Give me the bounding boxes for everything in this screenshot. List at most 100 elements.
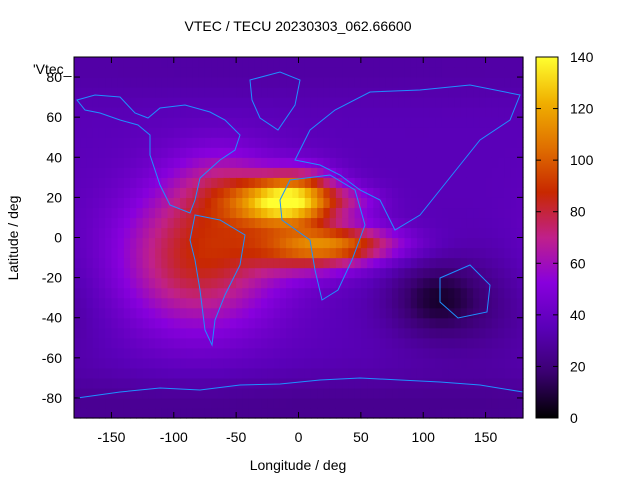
heatmap-cell	[485, 357, 493, 369]
heatmap-cell	[398, 147, 406, 158]
heatmap-cell	[192, 237, 200, 249]
heatmap-cell	[360, 317, 368, 329]
heatmap-cell	[435, 357, 443, 369]
coastlines	[76, 71, 524, 399]
heatmap-cell	[92, 187, 100, 198]
heatmap-cell	[342, 217, 349, 229]
heatmap-cell	[516, 337, 524, 349]
heatmap-cell	[335, 257, 343, 269]
heatmap-cell	[261, 177, 268, 188]
heatmap-cell	[123, 277, 131, 289]
heatmap-cell	[161, 387, 169, 399]
heatmap-cell	[473, 137, 480, 148]
heatmap-cell	[254, 327, 262, 339]
heatmap-cell	[310, 327, 318, 339]
heatmap-cell	[354, 397, 362, 409]
heatmap-cell	[516, 277, 524, 289]
heatmap-cell	[392, 357, 399, 369]
heatmap-cell	[111, 387, 119, 399]
heatmap-cell	[435, 377, 443, 389]
heatmap-cell	[304, 137, 312, 148]
heatmap-cell	[392, 57, 399, 68]
heatmap-cell	[292, 197, 300, 209]
heatmap-cell	[410, 177, 418, 188]
heatmap-cell	[466, 197, 474, 209]
heatmap-cell	[217, 317, 225, 329]
heatmap-cell	[273, 407, 281, 419]
heatmap-cell	[155, 57, 162, 68]
heatmap-cell	[217, 227, 225, 239]
heatmap-cell	[429, 347, 437, 359]
heatmap-cell	[286, 357, 293, 369]
heatmap-cell	[223, 187, 231, 198]
heatmap-cell	[80, 367, 88, 379]
heatmap-cell	[441, 87, 449, 98]
heatmap-cell	[173, 87, 181, 98]
heatmap-cell	[466, 367, 474, 379]
heatmap-cell	[223, 147, 231, 158]
heatmap-cell	[485, 317, 493, 329]
heatmap-cell	[398, 367, 406, 379]
heatmap-cell	[317, 307, 325, 319]
heatmap-cell	[117, 297, 125, 309]
colorbar-tick-label: 140	[570, 49, 594, 65]
heatmap-cell	[130, 387, 137, 399]
heatmap-cell	[123, 377, 131, 389]
heatmap-cell	[342, 237, 349, 249]
heatmap-cell	[460, 87, 468, 98]
heatmap-cell	[74, 77, 81, 88]
heatmap-cell	[261, 117, 268, 128]
heatmap-cell	[435, 347, 443, 359]
heatmap-cell	[155, 397, 162, 409]
heatmap-cell	[155, 227, 162, 239]
heatmap-cell	[310, 67, 318, 78]
heatmap-cell	[510, 267, 518, 279]
heatmap-cell	[404, 67, 412, 78]
heatmap-cell	[286, 147, 293, 158]
heatmap-cell	[286, 207, 293, 219]
heatmap-cell	[329, 117, 337, 128]
heatmap-cell	[254, 227, 262, 239]
heatmap-cell	[491, 327, 499, 339]
heatmap-cell	[217, 207, 225, 219]
heatmap-cell	[510, 227, 518, 239]
heatmap-cell	[304, 237, 312, 249]
heatmap-cell	[248, 337, 256, 349]
heatmap-cell	[335, 77, 343, 88]
heatmap-cell	[248, 357, 256, 369]
heatmap-cell	[348, 317, 356, 329]
heatmap-cell	[223, 227, 231, 239]
heatmap-cell	[448, 257, 456, 269]
heatmap-cell	[441, 347, 449, 359]
heatmap-cell	[335, 137, 343, 148]
heatmap-cell	[416, 307, 424, 319]
heatmap-cell	[74, 337, 81, 349]
heatmap-cell	[485, 207, 493, 219]
heatmap-cell	[236, 97, 243, 108]
heatmap-cell	[279, 137, 287, 148]
heatmap-cell	[198, 357, 206, 369]
heatmap-cell	[136, 167, 144, 178]
heatmap-cell	[105, 377, 113, 389]
heatmap-cell	[373, 177, 381, 188]
heatmap-cell	[348, 237, 356, 249]
y-tick-label: -20	[42, 270, 62, 286]
heatmap-cell	[111, 327, 119, 339]
heatmap-cell	[198, 237, 206, 249]
heatmap-cell	[161, 337, 169, 349]
heatmap-cell	[498, 407, 505, 419]
heatmap-cell	[367, 177, 374, 188]
heatmap-cell	[323, 157, 331, 168]
y-tick-label: 60	[46, 109, 62, 125]
heatmap-cell	[516, 67, 524, 78]
heatmap-cell	[392, 127, 399, 138]
heatmap-cell	[479, 97, 487, 108]
heatmap-cell	[223, 327, 231, 339]
heatmap-cell	[155, 147, 162, 158]
heatmap-cell	[279, 147, 287, 158]
heatmap-cell	[410, 307, 418, 319]
heatmap-cell	[117, 257, 125, 269]
heatmap-cell	[74, 127, 81, 138]
heatmap-cell	[304, 197, 312, 209]
heatmap-cell	[404, 157, 412, 168]
